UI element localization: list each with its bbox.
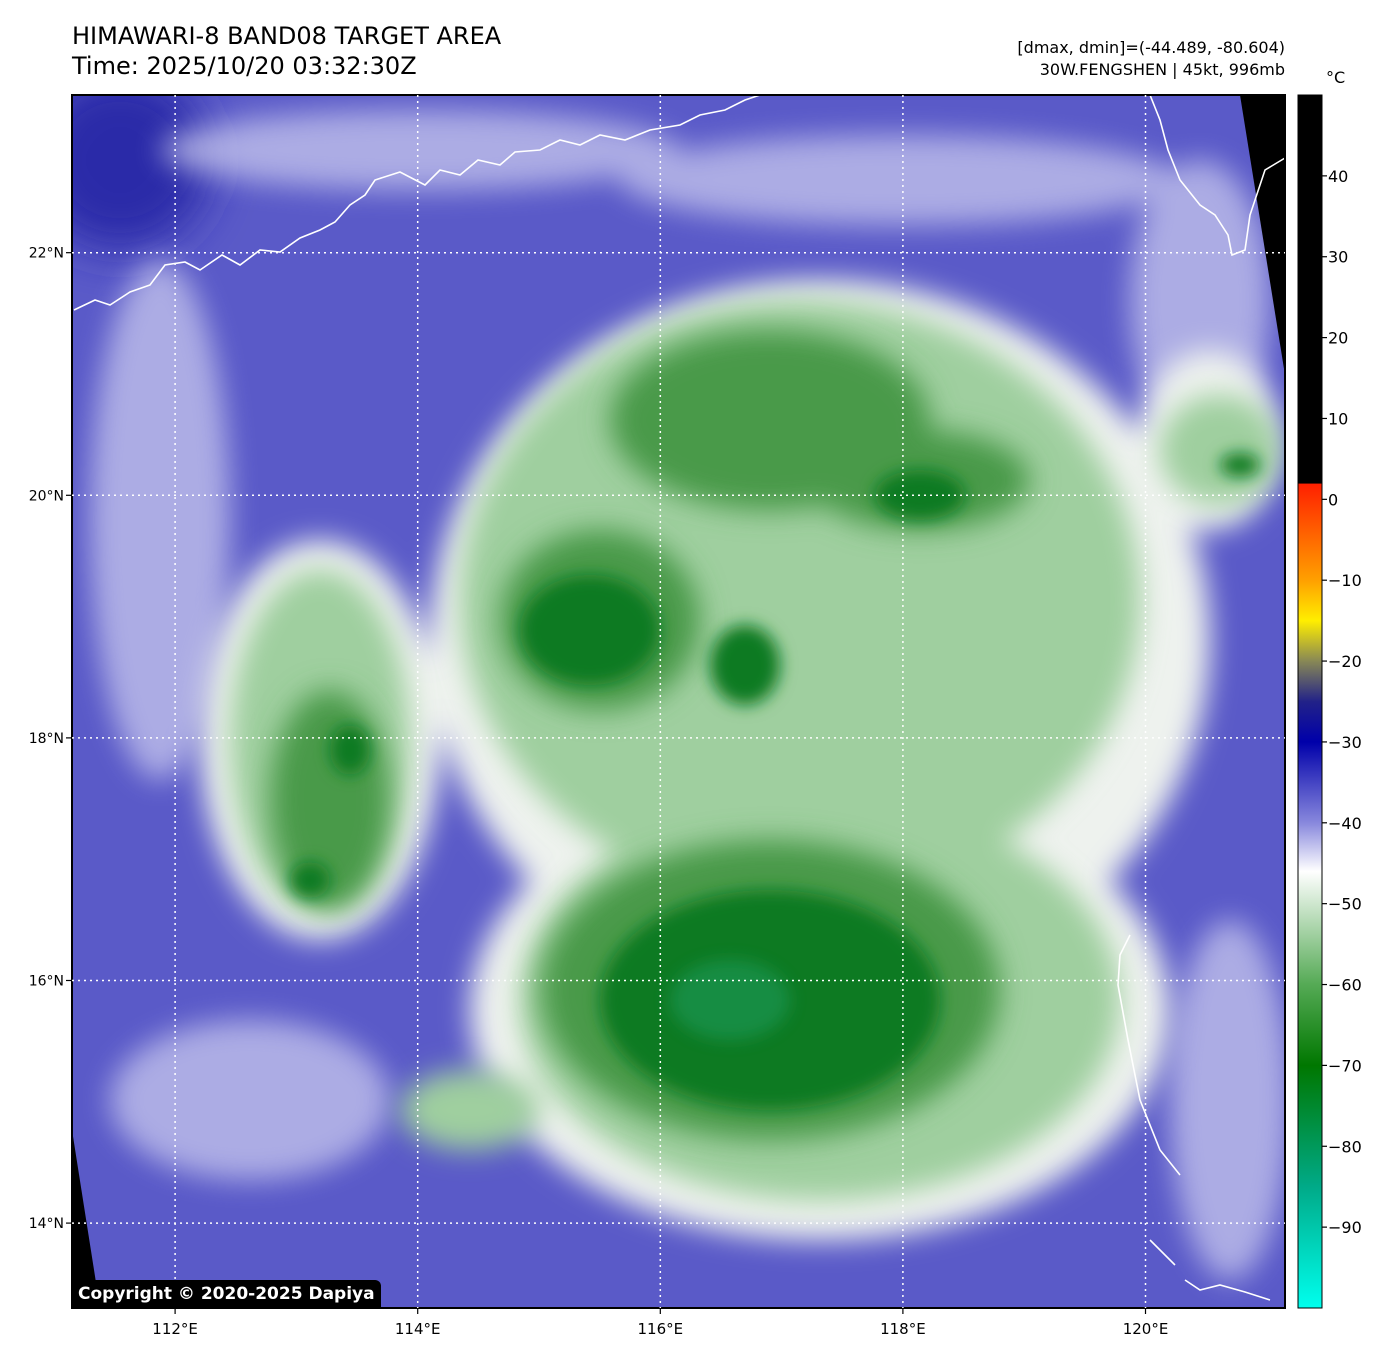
lon-tick-label: 114°E [395,1320,441,1338]
colorbar-tick-label: 0 [1328,490,1338,509]
colorbar-tick-label: −70 [1328,1056,1362,1075]
colorbar-ticks: 40 30 20 10 0 −10 −20 −30 −40 −50 −60 −70 −80 −90 [1322,167,1362,1237]
colorbar-tick-label: −60 [1328,976,1362,995]
lat-tick-label: 18°N [29,731,64,747]
storm-info-label: 30W.FENGSHEN | 45kt, 996mb [1039,60,1285,79]
copyright-label: Copyright © 2020-2025 Dapiya [72,1280,381,1308]
lat-tick-label: 16°N [29,973,64,989]
lat-tick-label: 22°N [29,246,64,262]
coastlines [73,95,1285,1301]
lat-tick-label: 14°N [29,1216,64,1232]
colorbar-tick-label: −30 [1328,733,1362,752]
colorbar [1297,94,1323,1309]
gridlines [66,95,1285,1314]
lat-tick-label: 20°N [29,488,64,504]
colorbar-unit-label: °C [1326,68,1346,87]
lon-tick-label: 116°E [638,1320,684,1338]
lon-tick-label: 120°E [1123,1320,1169,1338]
colorbar-tick-label: −90 [1328,1218,1362,1237]
colorbar-tick-label: −10 [1328,571,1362,590]
colorbar-tick-label: 30 [1328,248,1348,267]
colorbar-tick-label: −80 [1328,1137,1362,1156]
lon-tick-label: 112°E [152,1320,198,1338]
axis-labels: 112°E 114°E 116°E 118°E 120°E 22°N 20°N 18°N 16°… [29,246,1169,1338]
colorbar-tick-label: −40 [1328,814,1362,833]
colorbar-tick-label: −20 [1328,652,1362,671]
chart-time: Time: 2025/10/20 03:32:30Z [72,52,417,80]
colorbar-tick-label: 40 [1328,167,1348,186]
colorbar-tick-label: −50 [1328,895,1362,914]
colorbar-tick-label: 10 [1328,409,1348,428]
cloud-field [72,95,1285,1280]
plot-frame [71,94,1286,1309]
lon-tick-label: 118°E [880,1320,926,1338]
chart-title: HIMAWARI-8 BAND08 TARGET AREA [72,22,502,50]
data-range-label: [dmax, dmin]=(-44.489, -80.604) [1017,38,1285,57]
no-data-region [72,1130,100,1308]
colorbar-tick-label: 20 [1328,329,1348,348]
